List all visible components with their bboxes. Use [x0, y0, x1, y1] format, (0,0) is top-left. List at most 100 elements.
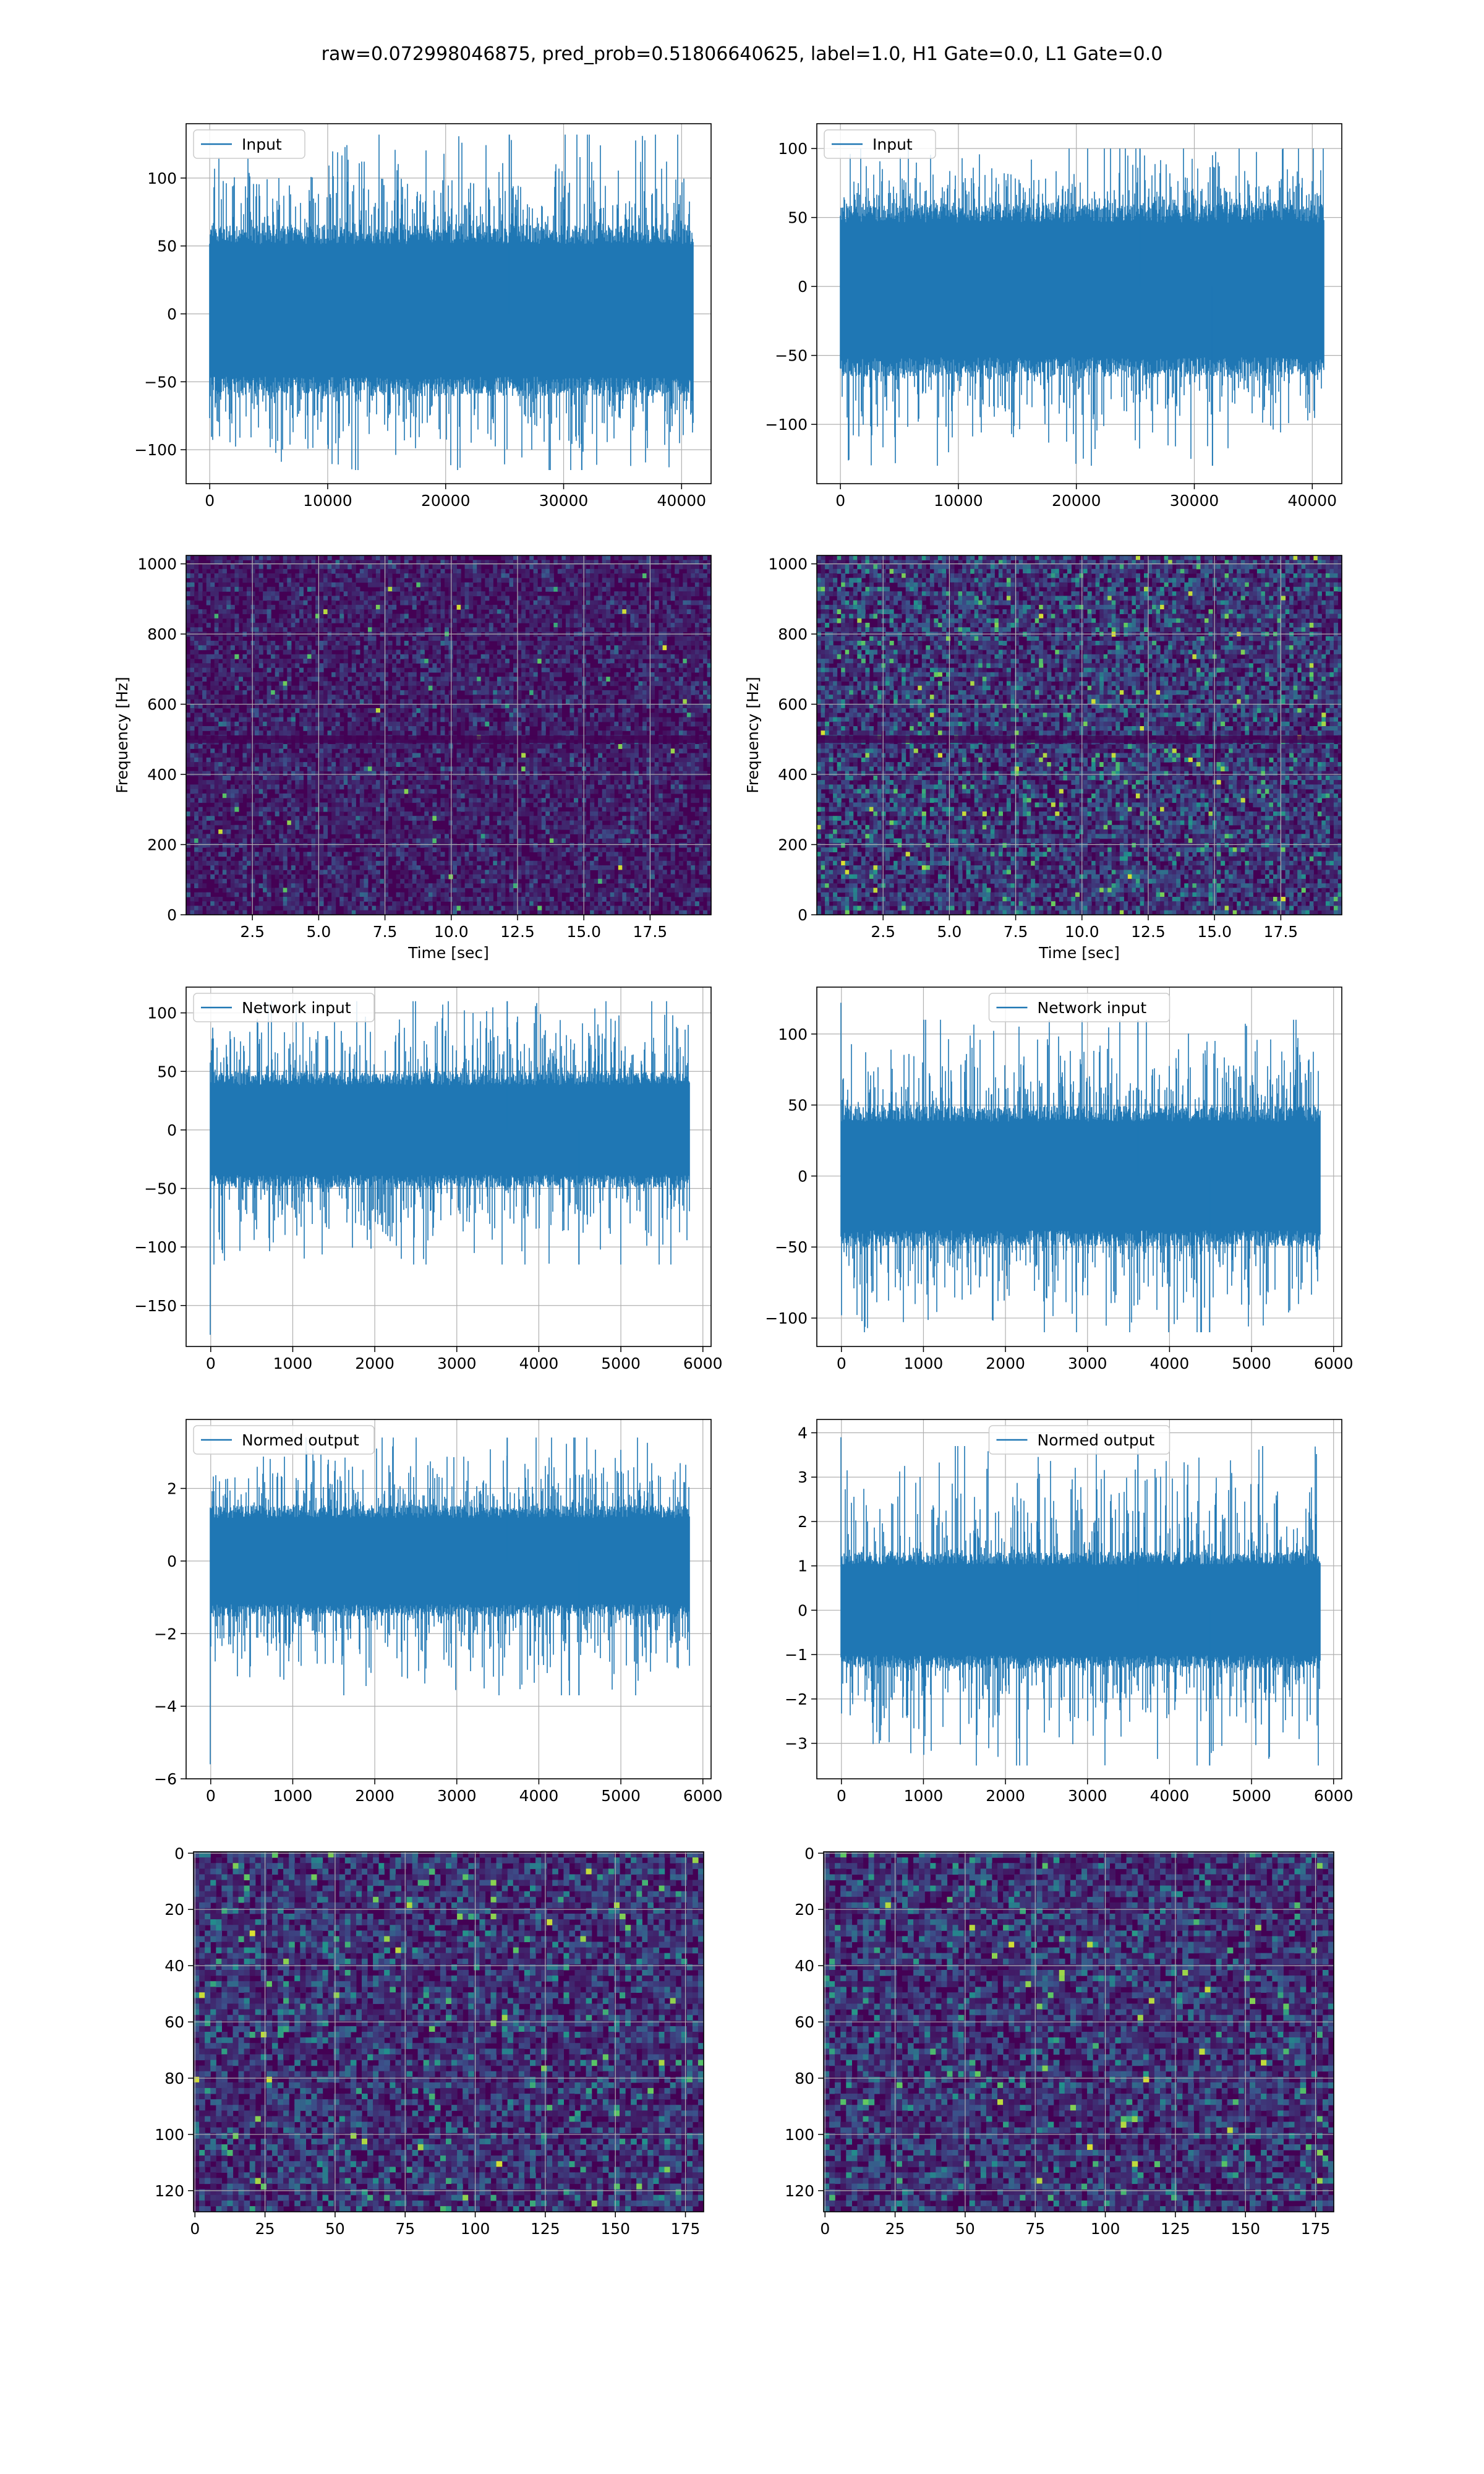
x-tick-label: 3000 — [437, 1787, 477, 1805]
x-tick-label: 150 — [1230, 2220, 1260, 2238]
y-tick-label: −2 — [785, 1690, 808, 1708]
heatmap-cells — [817, 555, 1342, 915]
x-tick-label: 5.0 — [937, 923, 962, 941]
y-tick-label: 100 — [785, 2126, 814, 2144]
heatmap-cells — [194, 1852, 704, 2212]
y-tick-label: 400 — [147, 766, 177, 784]
x-tick-label: 125 — [1161, 2220, 1190, 2238]
figure-title: raw=0.072998046875, pred_prob=0.51806640… — [0, 43, 1484, 65]
axes-frame — [816, 555, 1342, 915]
heatmap-cells — [824, 1852, 1334, 2212]
y-tick-label: 3 — [798, 1468, 808, 1486]
x-tick-label: 1000 — [273, 1787, 313, 1805]
x-tick-label: 0 — [206, 1787, 216, 1805]
legend-label: Normed output — [1038, 1431, 1155, 1449]
axes-frame — [186, 123, 712, 484]
legend-box — [988, 1425, 1171, 1455]
legend-label: Network input — [1038, 999, 1147, 1017]
x-tick-label: 3000 — [1068, 1355, 1107, 1372]
x-tick-label: 0 — [190, 2220, 200, 2238]
signal-series-line — [840, 1003, 1321, 1332]
y-tick-label: 800 — [778, 625, 808, 643]
input-left-chart: 0 10000 20000 30000 40000 −100 −50 0 50 100 Input — [134, 123, 712, 510]
y-tick-label: 400 — [778, 766, 808, 784]
signal-series-line — [840, 1437, 1321, 1766]
x-tick-label: 5.0 — [307, 923, 331, 941]
y-tick-label: 60 — [164, 2013, 184, 2031]
legend-label: Network input — [242, 999, 351, 1017]
legend: Normed output — [193, 1425, 375, 1455]
y-tick-label: 80 — [795, 2070, 814, 2087]
legend-box — [824, 129, 936, 159]
x-tick-label: 2000 — [986, 1355, 1025, 1372]
y-tick-label: 1000 — [768, 555, 808, 573]
x-tick-label: 6000 — [1314, 1355, 1354, 1372]
x-tick-label: 4000 — [519, 1787, 559, 1805]
y-tick-label: 600 — [147, 696, 177, 714]
x-tick-label: 15.0 — [1197, 923, 1232, 941]
network-input-right-chart: 0 1000 2000 3000 4000 5000 6000 −100 −50 0 50 100 Ne… — [765, 987, 1354, 1372]
y-tick-label: 120 — [155, 2182, 184, 2200]
x-tick-label: 10.0 — [434, 923, 469, 941]
y-tick-label: −50 — [775, 1238, 808, 1256]
y-tick-label: −50 — [144, 373, 177, 391]
x-tick-label: 6000 — [1314, 1787, 1354, 1805]
x-tick-label: 4000 — [519, 1355, 559, 1372]
y-tick-label: 0 — [798, 1167, 808, 1185]
signal-series-line — [840, 148, 1324, 466]
x-tick-label: 10.0 — [1065, 923, 1099, 941]
x-tick-label: 125 — [531, 2220, 560, 2238]
x-tick-label: 2000 — [355, 1787, 394, 1805]
x-tick-label: 7.5 — [373, 923, 398, 941]
y-tick-label: 80 — [164, 2070, 184, 2087]
x-tick-label: 175 — [1301, 2220, 1331, 2238]
y-tick-label: 200 — [147, 836, 177, 854]
x-tick-label: 0 — [820, 2220, 830, 2238]
x-tick-label: 2000 — [355, 1355, 394, 1372]
x-tick-label: 1000 — [904, 1787, 944, 1805]
y-tick-label: −150 — [134, 1297, 177, 1315]
y-tick-label: 0 — [167, 305, 177, 323]
x-tick-label: 10000 — [303, 492, 352, 510]
legend-box — [988, 993, 1171, 1022]
y-tick-label: 0 — [798, 906, 808, 924]
y-tick-label: 20 — [164, 1901, 184, 1919]
y-tick-label: 0 — [174, 1844, 184, 1862]
x-axis-label: Time [sec] — [1038, 944, 1120, 962]
y-tick-label: −6 — [154, 1770, 177, 1788]
y-tick-label: 0 — [798, 278, 808, 296]
y-tick-label: 200 — [778, 836, 808, 854]
x-tick-label: 5000 — [1232, 1787, 1271, 1805]
x-tick-label: 25 — [255, 2220, 275, 2238]
y-tick-label: −2 — [154, 1625, 177, 1643]
x-tick-label: 150 — [600, 2220, 630, 2238]
y-tick-label: 0 — [798, 1601, 808, 1619]
y-tick-label: 0 — [804, 1844, 814, 1862]
x-tick-label: 1000 — [273, 1355, 313, 1372]
dark-band — [186, 735, 711, 743]
dark-band — [817, 735, 1342, 743]
x-tick-label: 50 — [325, 2220, 345, 2238]
y-tick-label: 0 — [167, 1552, 177, 1570]
x-tick-label: 100 — [1091, 2220, 1120, 2238]
y-tick-label: −100 — [765, 1309, 808, 1327]
x-tick-label: 5000 — [601, 1355, 641, 1372]
y-tick-label: 800 — [147, 625, 177, 643]
axes-frame — [823, 1851, 1334, 2212]
y-tick-label: −4 — [154, 1698, 177, 1716]
x-tick-label: 3000 — [437, 1355, 477, 1372]
x-tick-label: 5000 — [1232, 1355, 1271, 1372]
y-tick-label: −1 — [785, 1646, 808, 1664]
y-tick-label: 50 — [788, 1097, 808, 1115]
axes-frame — [186, 1419, 712, 1779]
x-tick-label: 25 — [885, 2220, 905, 2238]
x-tick-label: 40000 — [1288, 492, 1337, 510]
spectrogram-right-chart: 2.5 5.0 7.5 10.0 12.5 15.0 17.5 0 200 400 600 800 10… — [744, 555, 1342, 962]
y-tick-label: 50 — [157, 238, 177, 255]
legend: Normed output — [988, 1425, 1171, 1455]
x-tick-label: 2.5 — [240, 923, 265, 941]
x-tick-label: 75 — [1025, 2220, 1045, 2238]
signal-series-line — [210, 1437, 690, 1765]
y-tick-label: 1 — [798, 1557, 808, 1575]
